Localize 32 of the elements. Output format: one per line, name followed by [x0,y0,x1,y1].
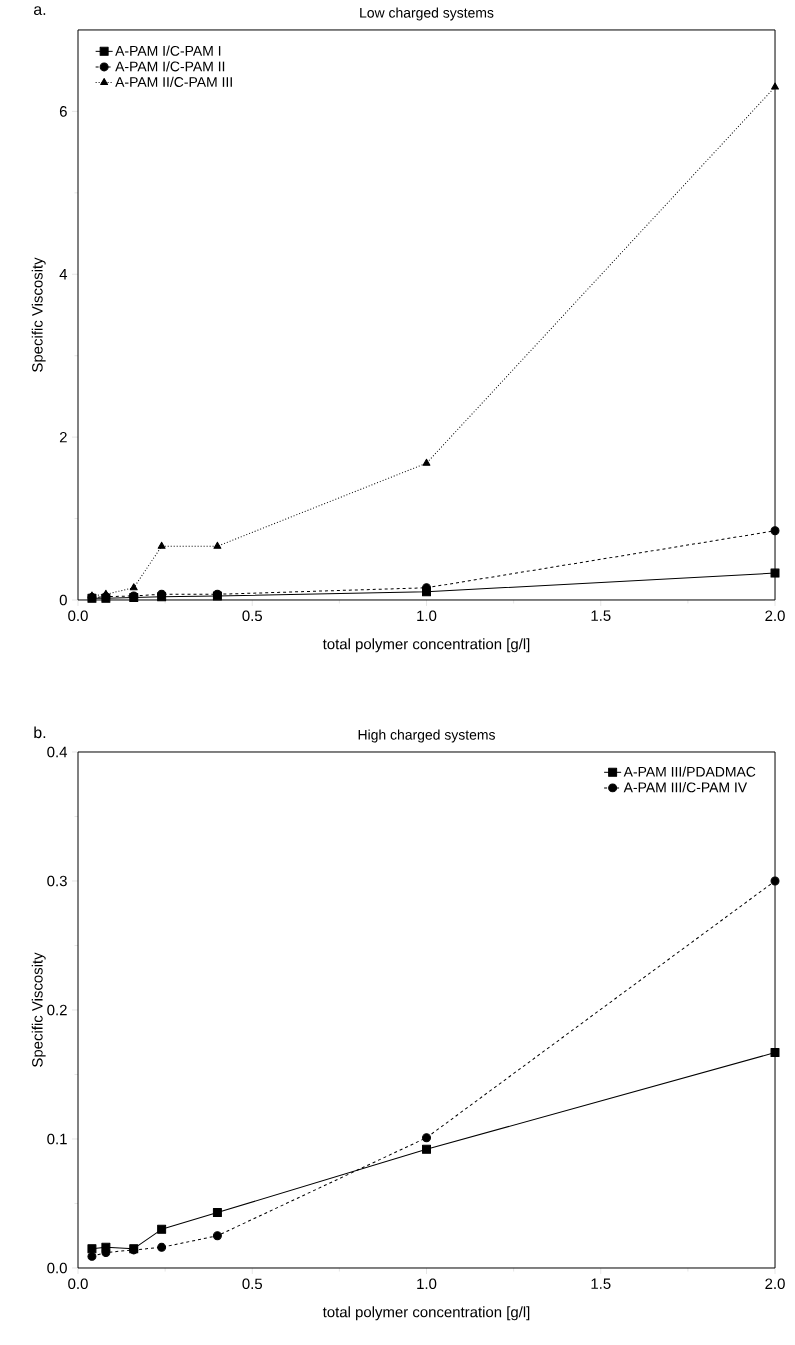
text: b. [34,726,46,739]
legend-label: A-PAM II/C-PAM III [115,76,232,87]
text: a. [33,6,46,16]
y-tick-label: 0.0 [47,1262,67,1274]
chart-title: Low charged systems [360,7,494,21]
y-tick-label: 2 [59,431,67,443]
x-tick-label: 2.0 [765,610,785,622]
x-tick-label: 0.5 [242,1278,263,1290]
legend-label: A-PAM III/PDADMAC [623,766,756,777]
legend-label: A-PAM I/C-PAM II [115,61,225,72]
y-tick-label: 0.2 [47,1004,67,1016]
y-tick-label: 6 [59,106,67,117]
y-tick-label: 0.3 [47,875,67,887]
x-tick-label: 1.5 [591,1278,611,1289]
chart-title: High charged systems [358,729,495,743]
legend-label: A-PAM III/C-PAM IV [623,782,748,793]
x-tick-label: 0.0 [68,1278,88,1290]
y-tick-label: 0.1 [47,1133,67,1145]
y-tick-label: 0 [59,594,67,606]
x-tick-label: 2.0 [765,1278,785,1290]
x-tick-label: 0.0 [68,610,88,622]
x-axis-title: total polymer concentration [g/l] [322,1306,530,1321]
x-tick-label: 0.5 [242,610,263,622]
y-axis-title: Specific Viscosity [31,257,46,372]
y-tick-label: 4 [59,269,68,280]
x-tick-label: 1.5 [591,610,611,621]
y-axis-title: Specific Viscosity [31,952,46,1067]
x-tick-label: 1.0 [417,1278,437,1290]
x-axis-title: total polymer concentration [g/l] [322,638,530,653]
x-tick-label: 1.0 [417,610,437,622]
y-tick-label: 0.4 [47,746,68,758]
legend-label: A-PAM I/C-PAM I [115,45,221,56]
